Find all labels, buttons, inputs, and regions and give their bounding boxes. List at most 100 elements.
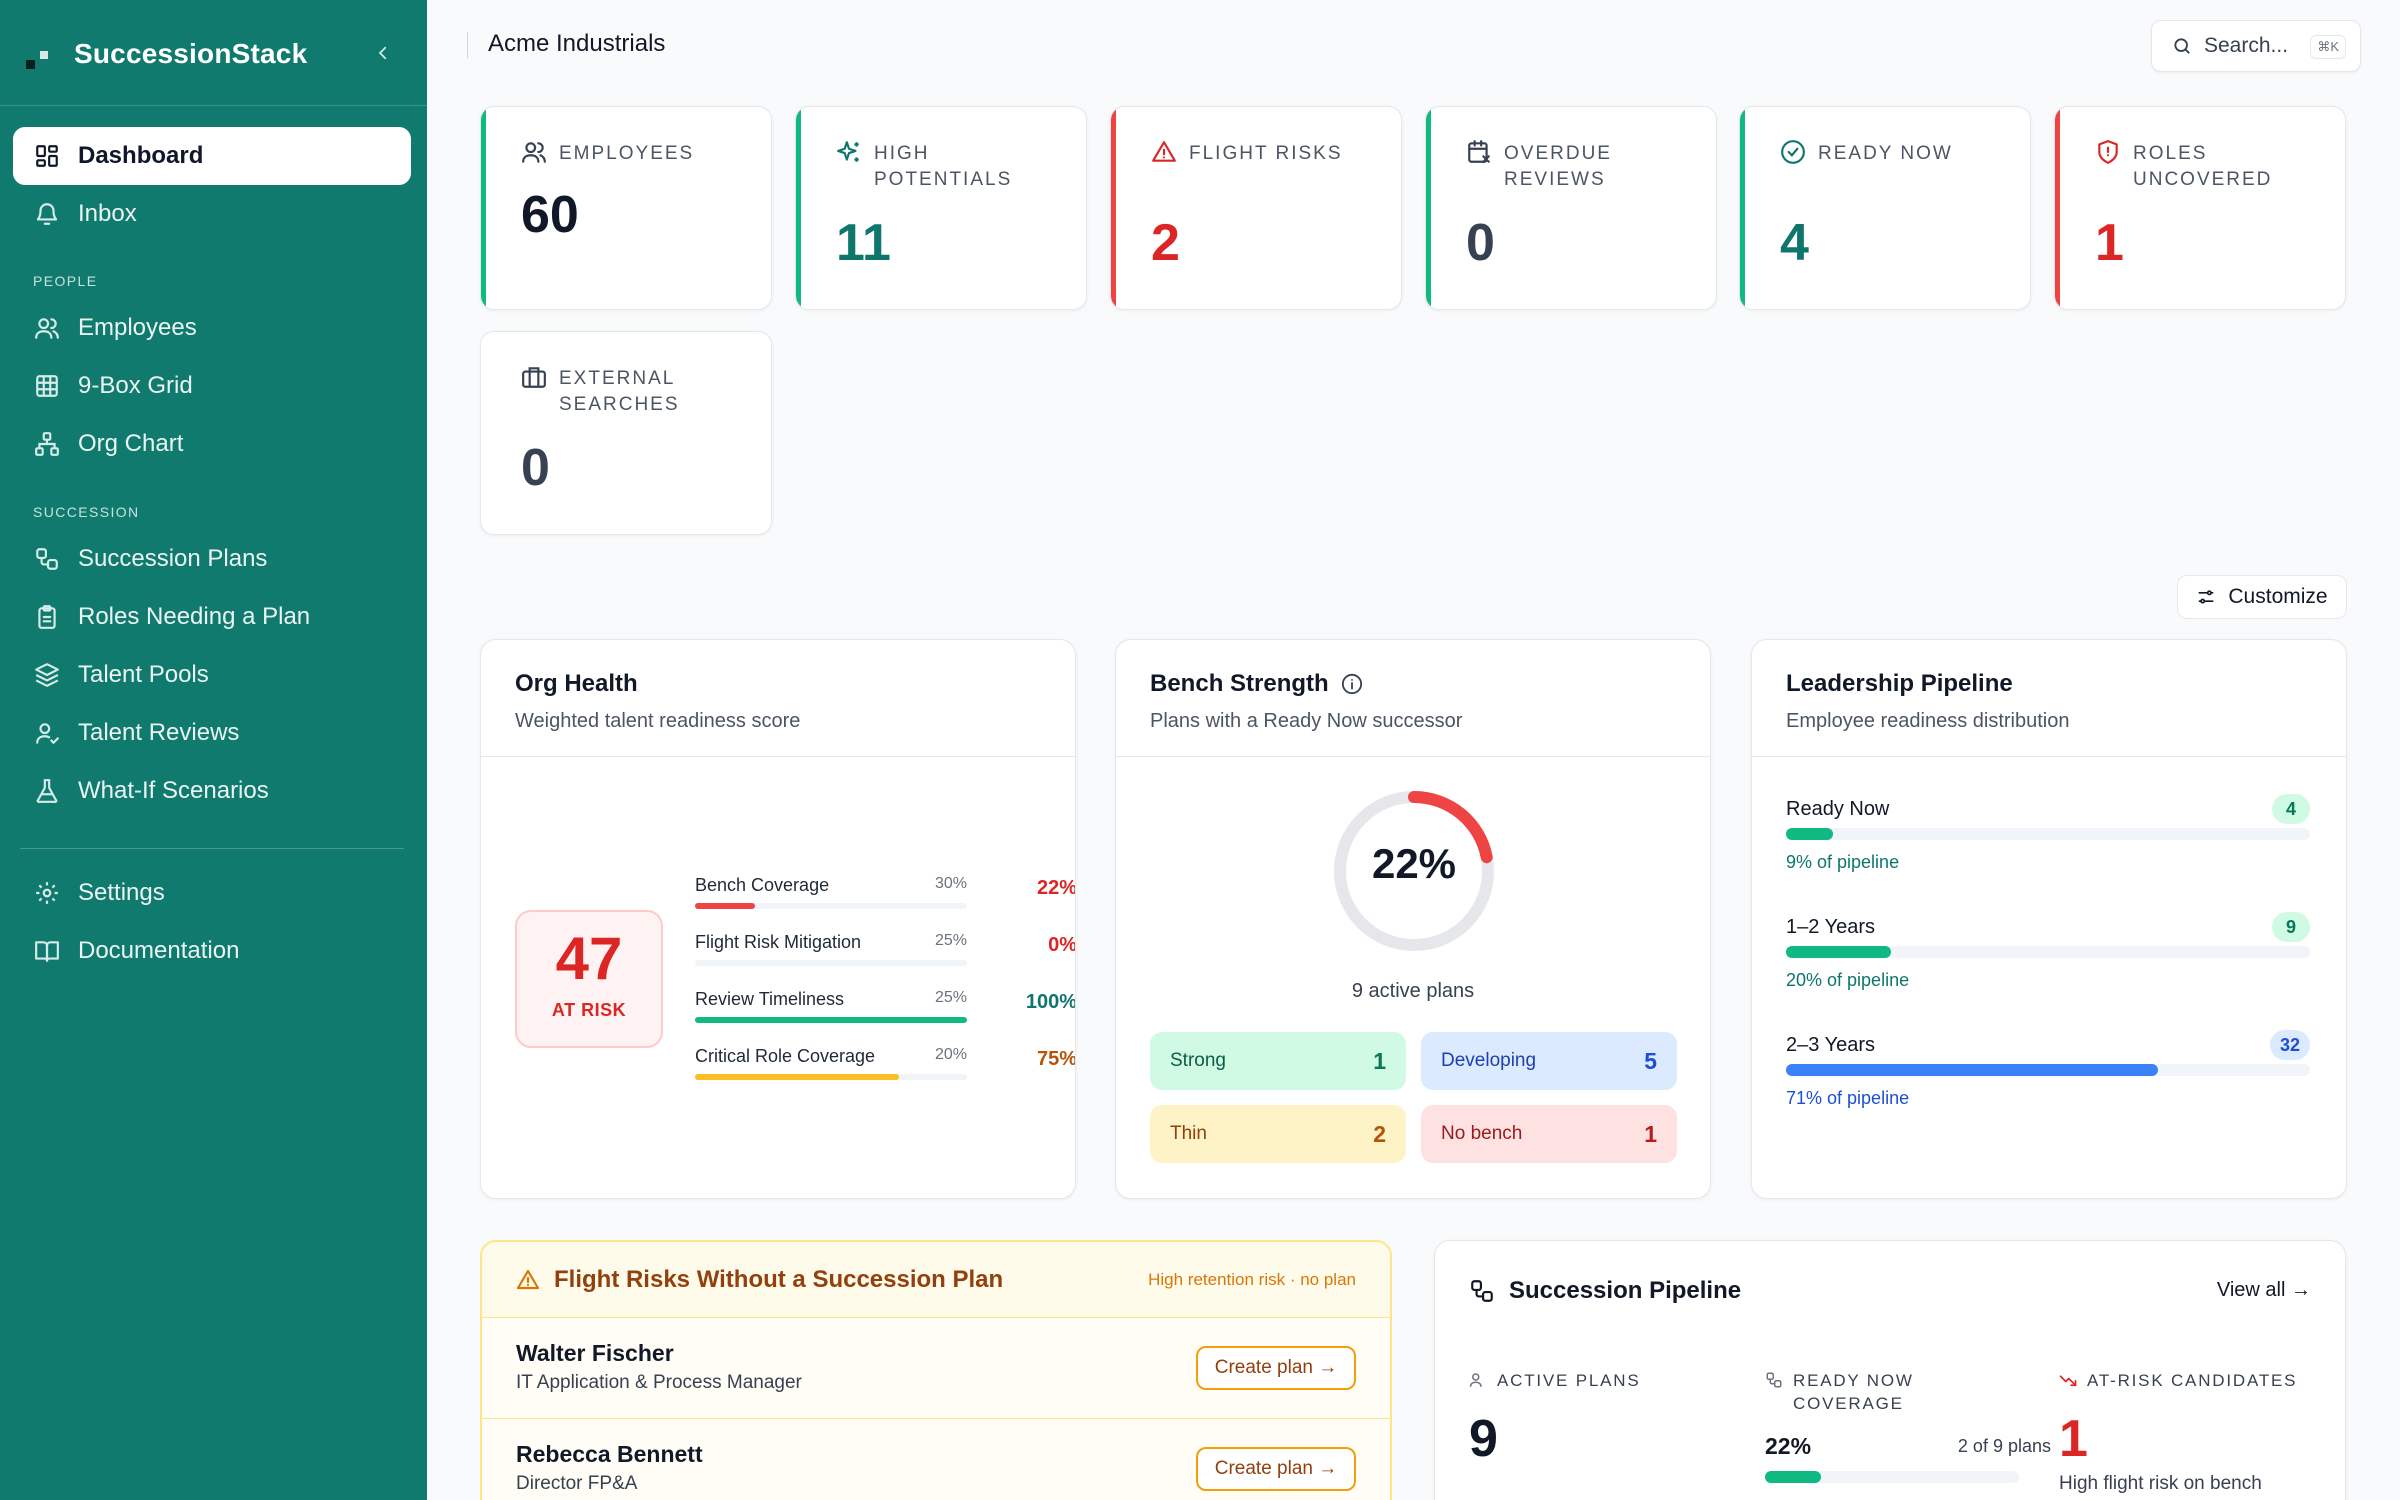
stat-card-overdue-reviews[interactable]: OVERDUE REVIEWS 0: [1425, 106, 1717, 310]
pipeline-track: [1786, 946, 2310, 958]
pipeline-percent: 20% of pipeline: [1786, 970, 1910, 990]
metric-label-wrap: READY NOW COVERAGE: [1765, 1369, 1965, 1415]
stat-value: 60: [521, 186, 579, 244]
org-health-panel: Org Health Weighted talent readiness sco…: [480, 639, 1076, 1199]
at-risk-value: 1: [2059, 1410, 2088, 1468]
bench-chip-label: No bench: [1441, 1123, 1523, 1144]
bench-chip-developing[interactable]: Developing 5: [1421, 1032, 1677, 1090]
nav-inbox[interactable]: Inbox: [13, 185, 411, 243]
sliders-icon: [2198, 590, 2214, 604]
metric-weight: 20%: [934, 1046, 967, 1063]
nav-employees[interactable]: Employees: [13, 299, 411, 357]
flight-risk-row: Rebecca Bennett Director FP&A Create plan …: [482, 1419, 1390, 1500]
stat-card-employees[interactable]: EMPLOYEES 60: [480, 106, 772, 310]
metric-name: Critical Role Coverage: [695, 1046, 876, 1066]
stat-header: EXTERNAL SEARCHES: [521, 366, 749, 418]
flight-risks-note: High retention risk · no plan: [1148, 1270, 1356, 1289]
grid-icon: [36, 375, 58, 397]
stat-label: HIGH POTENTIALS: [874, 143, 1013, 190]
nav-what-if-scenarios[interactable]: What-If Scenarios: [13, 762, 411, 820]
stat-card-roles-uncovered[interactable]: ROLES UNCOVERED 1: [2054, 106, 2346, 310]
pipeline-count-badge: 9: [2272, 912, 2310, 942]
stat-label: ROLES UNCOVERED: [2133, 143, 2273, 190]
health-metric: Review Timeliness 25% 100%: [695, 989, 1075, 1029]
top-bar: Acme Industrials Search... ⌘K: [427, 0, 2400, 93]
stat-header: EMPLOYEES: [521, 141, 694, 167]
bench-chip-count: 1: [1373, 1047, 1386, 1074]
section-succession: SUCCESSION: [33, 504, 140, 520]
panel-subtitle: Weighted talent readiness score: [515, 710, 801, 732]
sidebar-divider: [0, 105, 427, 106]
brand-name: SuccessionStack: [74, 38, 308, 69]
metric-name: Flight Risk Mitigation: [695, 932, 862, 952]
pipeline-row-label: Ready Now: [1786, 798, 1890, 820]
collapse-sidebar-button[interactable]: [368, 38, 398, 68]
employee-name[interactable]: Walter Fischer: [516, 1340, 674, 1366]
workflow-icon: [1471, 1280, 1493, 1302]
nav-label: 9-Box Grid: [78, 372, 193, 399]
view-all-link[interactable]: View all →: [2216, 1279, 2311, 1301]
leadership-pipeline-panel: Leadership Pipeline Employee readiness d…: [1751, 639, 2347, 1199]
stat-card-flight-risks[interactable]: FLIGHT RISKS 2: [1110, 106, 1402, 310]
bell-icon: [36, 203, 58, 225]
pipeline-fill: [1786, 828, 1834, 840]
nav-documentation[interactable]: Documentation: [13, 922, 411, 980]
pipeline-row: Ready Now 4 9% of pipeline: [1786, 794, 2310, 888]
succession-pipeline-panel: Succession Pipeline View all → ACTIVE PL…: [1434, 1240, 2346, 1500]
metric-fill: [695, 1017, 967, 1023]
nav-dashboard[interactable]: Dashboard: [13, 127, 411, 185]
customize-button[interactable]: Customize: [2177, 575, 2347, 619]
check-circle-icon: [1781, 140, 1805, 164]
health-status-badge: AT RISK: [551, 1000, 627, 1020]
panel-header: Bench Strength Plans with a Ready Now su…: [1116, 640, 1710, 757]
nav-roles-needing-plan[interactable]: Roles Needing a Plan: [13, 588, 411, 646]
search-placeholder: Search...: [2204, 34, 2289, 57]
panel-title-wrap: Bench Strength: [1150, 670, 1363, 698]
bench-chip-no-bench[interactable]: No bench 1: [1421, 1105, 1677, 1163]
stat-label: EXTERNAL SEARCHES: [559, 368, 680, 415]
stat-card-ready-now[interactable]: READY NOW 4: [1739, 106, 2031, 310]
nav-talent-pools[interactable]: Talent Pools: [13, 646, 411, 704]
health-metric: Critical Role Coverage 20% 75%: [695, 1046, 1075, 1086]
succession-pipeline-title-wrap: Succession Pipeline: [1469, 1277, 1741, 1305]
stat-card-high-potentials[interactable]: HIGH POTENTIALS 11: [795, 106, 1087, 310]
metric-weight: 25%: [934, 989, 967, 1006]
bench-chip-thin[interactable]: Thin 2: [1150, 1105, 1406, 1163]
bench-chip-count: 5: [1644, 1047, 1657, 1074]
nav-talent-reviews[interactable]: Talent Reviews: [13, 704, 411, 762]
create-plan-button[interactable]: Create plan →: [1196, 1447, 1356, 1491]
bench-chip-strong[interactable]: Strong 1: [1150, 1032, 1406, 1090]
bench-strength-percent: 22%: [1371, 840, 1457, 887]
stat-value: 0: [521, 439, 550, 497]
brand-logo: [26, 39, 56, 69]
shield-alert-icon: [2098, 140, 2118, 164]
nav-org-chart[interactable]: Org Chart: [13, 415, 411, 473]
bench-strength-panel: Bench Strength Plans with a Ready Now su…: [1115, 639, 1711, 1199]
pipeline-track: [1786, 828, 2310, 840]
stat-value: 0: [1466, 214, 1495, 272]
active-plans-value: 9: [1469, 1410, 1498, 1468]
panel-subtitle: Plans with a Ready Now successor: [1150, 710, 1463, 732]
nav-label: Employees: [78, 314, 197, 341]
nav-label: Documentation: [78, 937, 240, 964]
ready-now-coverage-metric: READY NOW COVERAGE: [1765, 1369, 1965, 1415]
brand[interactable]: SuccessionStack: [26, 36, 307, 72]
search-input[interactable]: Search... ⌘K: [2151, 20, 2361, 72]
stat-card-external-searches[interactable]: EXTERNAL SEARCHES 0: [480, 331, 772, 535]
panel-subtitle: Employee readiness distribution: [1786, 710, 2070, 732]
info-icon[interactable]: [1341, 673, 1363, 695]
workflow-icon: [36, 548, 58, 570]
workflow-icon: [1766, 1372, 1782, 1388]
employee-name[interactable]: Rebecca Bennett: [516, 1441, 703, 1467]
chevron-left-icon: [379, 46, 387, 60]
pipeline-row-label: 1–2 Years: [1786, 916, 1875, 938]
bench-strength-arc: [1334, 791, 1494, 951]
pipeline-percent: 71% of pipeline: [1786, 1088, 1910, 1108]
create-plan-button[interactable]: Create plan →: [1196, 1346, 1356, 1390]
pipeline-count-badge: 32: [2269, 1030, 2310, 1060]
nav-9-box-grid[interactable]: 9-Box Grid: [13, 357, 411, 415]
nav-settings[interactable]: Settings: [13, 864, 411, 922]
gear-icon: [36, 882, 58, 904]
stat-label: EMPLOYEES: [559, 143, 695, 164]
nav-succession-plans[interactable]: Succession Plans: [13, 530, 411, 588]
